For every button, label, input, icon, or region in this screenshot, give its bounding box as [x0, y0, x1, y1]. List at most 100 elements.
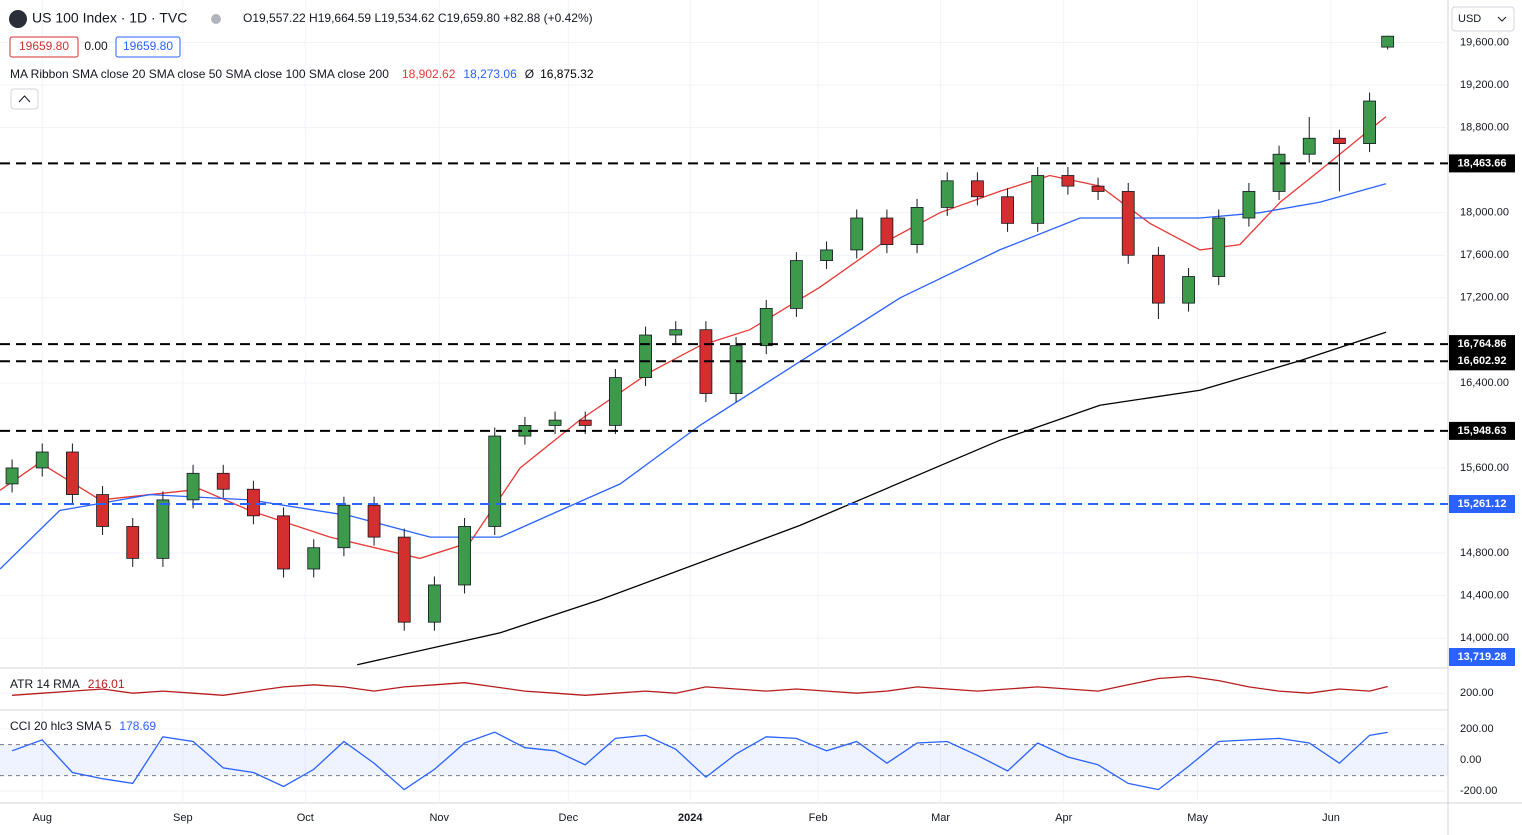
candle-body — [96, 494, 109, 527]
bid: 19659.80 — [19, 39, 69, 53]
y-tick-label: 200.00 — [1460, 687, 1494, 699]
level-label-box — [1449, 421, 1515, 440]
collapse-button[interactable] — [10, 88, 39, 110]
indicator-line — [11, 731, 1388, 791]
dropdown-icon — [1497, 16, 1507, 22]
candle-body — [35, 451, 49, 469]
plot-layer — [0, 0, 1448, 803]
atr-title: ATR 14 RMA — [10, 677, 80, 691]
y-tick-label: 15,600.00 — [1460, 462, 1509, 474]
candle-body — [277, 515, 290, 570]
ohlc-readout: O19,557.22 H19,664.59 L19,534.62 C19,659… — [243, 11, 593, 25]
x-tick-label: Apr — [1055, 812, 1072, 824]
y-tick-label: 200.00 — [1460, 723, 1494, 735]
candle-body — [1212, 217, 1226, 277]
candle-body — [66, 451, 79, 495]
candle-body — [186, 472, 200, 501]
candle-body — [850, 217, 864, 251]
ma-value: 16,875.32 — [540, 67, 594, 81]
status-dot — [211, 14, 221, 24]
ask: 19659.80 — [123, 39, 173, 53]
y-tick-label: 17,600.00 — [1460, 249, 1509, 261]
candle-body — [940, 180, 954, 208]
level-label-box — [1449, 495, 1515, 514]
candle-body — [1302, 137, 1316, 155]
bid-box[interactable] — [9, 36, 79, 58]
candle-body — [458, 526, 471, 586]
x-tick-label: 2024 — [678, 812, 703, 824]
symbol-icon — [9, 10, 27, 28]
x-tick-label: May — [1187, 812, 1208, 824]
candle-body — [216, 472, 230, 490]
indicator-value: 178.69 — [119, 719, 156, 733]
candle-body — [1152, 254, 1165, 304]
level-label-box — [1449, 335, 1515, 354]
candle-body — [1121, 191, 1135, 256]
cci-title: CCI 20 hlc3 SMA 5 — [10, 719, 112, 733]
level-label: 16,764.86 — [1458, 338, 1507, 350]
candle-body — [1363, 100, 1376, 144]
ma-value: 18,902.62 — [402, 67, 456, 81]
overlay: US 100 Index · 1D · TVC O19,557.22 H19,6… — [9, 6, 1515, 824]
candle-body — [1001, 196, 1014, 224]
candle-body — [367, 504, 381, 538]
x-tick-label: Nov — [429, 812, 449, 824]
candle-body — [246, 488, 260, 517]
candle-body — [1061, 175, 1075, 187]
candle-body — [488, 435, 502, 527]
candle-body — [790, 260, 803, 309]
level-label-box — [1449, 352, 1515, 371]
candle-body — [156, 499, 170, 559]
candle-body — [880, 217, 894, 246]
candle-body — [1091, 185, 1105, 192]
candle-body — [126, 526, 140, 559]
x-tick-label: Mar — [931, 812, 950, 824]
ma-value: 18,273.06 — [463, 67, 517, 81]
x-tick-label: Aug — [32, 812, 52, 824]
candle-body — [639, 334, 652, 378]
y-tick-label: 18,800.00 — [1460, 122, 1509, 134]
candle-body — [1182, 276, 1195, 304]
candle-body — [427, 584, 441, 623]
x-tick-label: Feb — [809, 812, 828, 824]
candle-body — [1381, 35, 1395, 48]
level-label: 15,948.63 — [1458, 425, 1507, 437]
candle-body — [397, 536, 411, 623]
candle-body — [307, 547, 321, 570]
candle-body — [669, 329, 683, 336]
y-tick-label: 17,200.00 — [1460, 292, 1509, 304]
indicator-line — [12, 675, 1388, 696]
level-label: 16,602.92 — [1458, 355, 1507, 367]
y-tick-label: 18,000.00 — [1460, 207, 1509, 219]
ma-legend: MA Ribbon SMA close 20 SMA close 50 SMA … — [10, 67, 389, 81]
candle-body — [337, 504, 351, 549]
level-label-box — [1449, 648, 1515, 666]
level-label: 18,463.66 — [1458, 157, 1507, 169]
y-tick-label: 14,000.00 — [1460, 632, 1509, 644]
currency: USD — [1458, 13, 1481, 25]
y-tick-label: 14,400.00 — [1460, 590, 1509, 602]
x-tick-label: Dec — [559, 812, 579, 824]
y-tick-label: 16,400.00 — [1460, 377, 1509, 389]
candle-body — [759, 308, 773, 347]
currency-button[interactable] — [1451, 6, 1515, 32]
ask-box[interactable] — [115, 36, 181, 58]
ma-symbol: Ø — [525, 67, 534, 81]
ma-line — [357, 331, 1387, 666]
level-label-box — [1449, 154, 1515, 173]
level-label: 13,719.28 — [1458, 651, 1507, 663]
candle-body — [1242, 191, 1256, 219]
y-tick-label: 19,600.00 — [1460, 36, 1509, 48]
candle-body — [609, 377, 622, 426]
x-tick-label: Oct — [297, 812, 314, 824]
candle-body — [820, 249, 833, 261]
candle-body — [971, 180, 984, 198]
candle-body — [5, 467, 19, 485]
candle-body — [729, 345, 743, 394]
candle-body — [548, 419, 562, 426]
symbol-title[interactable]: US 100 Index · 1D · TVC — [32, 10, 187, 26]
candle-body — [1333, 137, 1346, 144]
y-tick-label: 19,200.00 — [1460, 79, 1509, 91]
